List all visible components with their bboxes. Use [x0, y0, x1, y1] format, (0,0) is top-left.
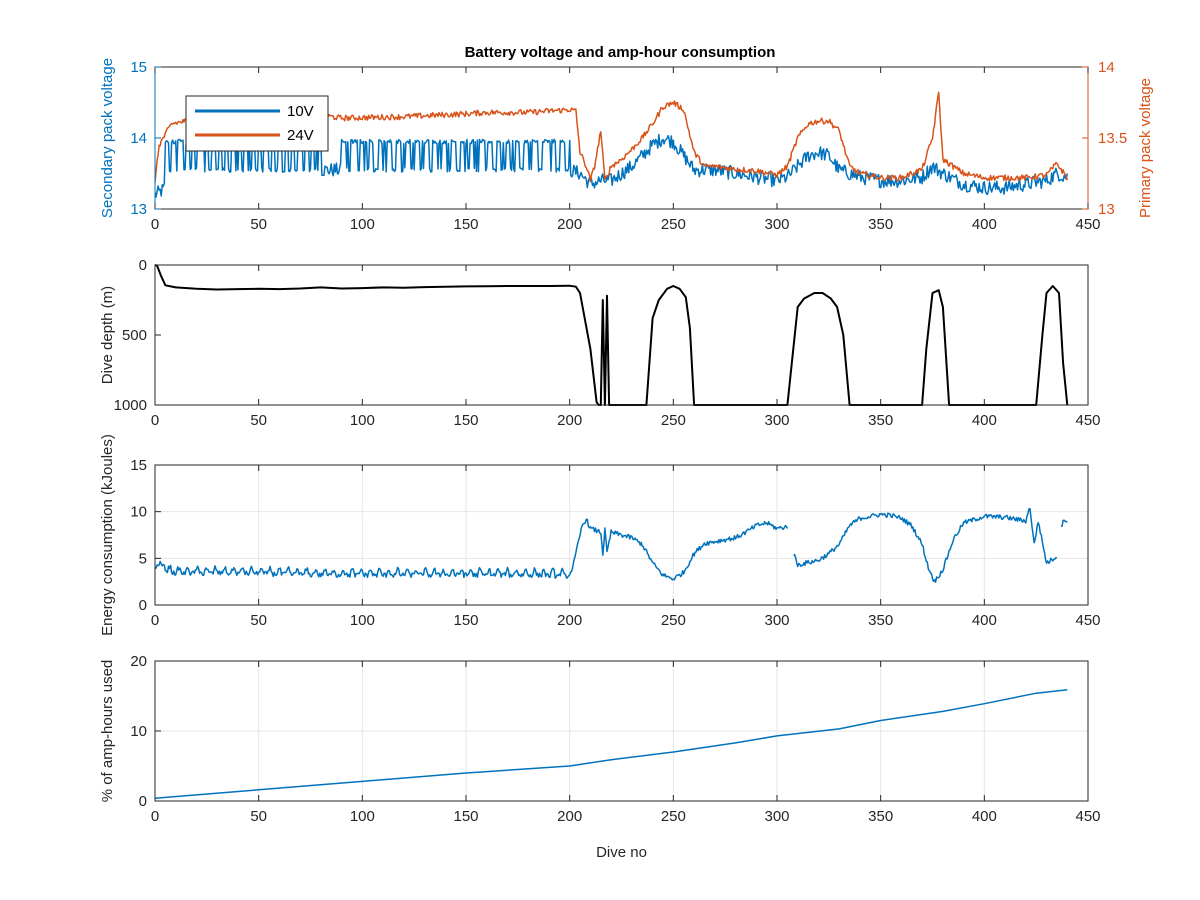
x-tick-label: 100 [350, 412, 375, 429]
x-tick-label: 450 [1075, 216, 1100, 233]
x-tick-label: 0 [151, 612, 159, 629]
x-tick-label: 100 [350, 808, 375, 825]
y-axis-label-right: Primary pack voltage [1137, 78, 1154, 218]
x-tick-label: 50 [250, 808, 267, 825]
y-tick-label: 10 [130, 723, 147, 740]
series-group [155, 507, 1068, 583]
x-tick-label: 0 [151, 808, 159, 825]
x-tick-label: 150 [453, 808, 478, 825]
series-line [155, 264, 1069, 406]
x-tick-label: 450 [1075, 808, 1100, 825]
x-tick-label: 50 [250, 216, 267, 233]
y-tick-label: 0 [139, 597, 147, 614]
x-tick-label: 300 [764, 216, 789, 233]
x-tick-label: 250 [661, 412, 686, 429]
y-tick-label: 5 [139, 550, 147, 567]
x-tick-label: 350 [868, 808, 893, 825]
y-tick-label: 0 [139, 793, 147, 810]
series-line-seg1 [793, 507, 1058, 583]
x-tick-label: 350 [868, 216, 893, 233]
x-tick-label: 400 [972, 612, 997, 629]
y-tick-label-right: 13 [1098, 201, 1115, 218]
series-line [155, 688, 1068, 799]
x-tick-label: 400 [972, 412, 997, 429]
x-tick-label: 450 [1075, 412, 1100, 429]
axes-amphours: 0 50 100 150 200 250 300 350 400 450 0 10 20 % of amp… [99, 653, 1101, 861]
x-tick-label: 50 [250, 612, 267, 629]
x-tick-label: 50 [250, 412, 267, 429]
series-line-seg2 [1060, 519, 1068, 527]
y-tick-label: 14 [130, 130, 147, 147]
y-tick-label-right: 13.5 [1098, 130, 1127, 147]
x-tick-label: 250 [661, 216, 686, 233]
x-tick-label: 400 [972, 216, 997, 233]
series-group [155, 688, 1068, 799]
x-tick-label: 150 [453, 612, 478, 629]
x-tick-label: 200 [557, 216, 582, 233]
x-tick-label: 250 [661, 612, 686, 629]
y-tick-label: 15 [130, 59, 147, 76]
axes-voltage: 0 50 100 150 200 250 300 350 400 4501314151313.51… [99, 58, 1154, 233]
figure-title: Battery voltage and amp-hour consumption [465, 44, 776, 61]
x-tick-label: 200 [557, 612, 582, 629]
x-tick-label: 400 [972, 808, 997, 825]
legend-label-10V: 10V [287, 103, 314, 120]
axes-depth: 0 50 100 150 200 250 300 350 400 450 0 500 1000 Dive … [99, 257, 1101, 429]
axes-box [154, 464, 1089, 606]
x-tick-label: 350 [868, 412, 893, 429]
y-axis-label: % of amp-hours used [99, 660, 116, 803]
y-axis-label: Secondary pack voltage [99, 58, 116, 218]
series-group [155, 264, 1069, 406]
x-axis-label: Dive no [596, 844, 647, 861]
x-tick-label: 300 [764, 808, 789, 825]
y-tick-label: 10 [130, 504, 147, 521]
x-tick-label: 0 [151, 412, 159, 429]
x-tick-label: 300 [764, 412, 789, 429]
y-tick-label: 15 [130, 457, 147, 474]
axes-energy: 0 50 100 150 200 250 300 350 400 450 0 5 10 15 Energy … [99, 434, 1101, 636]
y-tick-label: 1000 [114, 397, 147, 414]
x-tick-label: 200 [557, 808, 582, 825]
legend-box [185, 95, 329, 152]
x-tick-label: 0 [151, 216, 159, 233]
y-tick-label: 20 [130, 653, 147, 670]
x-tick-label: 450 [1075, 612, 1100, 629]
y-tick-label-right: 14 [1098, 59, 1115, 76]
x-tick-label: 200 [557, 412, 582, 429]
x-tick-label: 300 [764, 612, 789, 629]
x-tick-label: 250 [661, 808, 686, 825]
x-tick-label: 150 [453, 216, 478, 233]
y-tick-label: 0 [139, 257, 147, 274]
x-tick-label: 150 [453, 412, 478, 429]
x-tick-label: 100 [350, 216, 375, 233]
x-tick-label: 100 [350, 612, 375, 629]
series-line-seg0 [155, 518, 789, 581]
x-tick-label: 350 [868, 612, 893, 629]
y-axis-label: Dive depth (m) [99, 286, 116, 384]
y-tick-label: 500 [122, 327, 147, 344]
legend-label-24V: 24V [287, 127, 314, 144]
y-tick-label: 13 [130, 201, 147, 218]
y-axis-label: Energy consumption (kJoules) [99, 434, 116, 636]
